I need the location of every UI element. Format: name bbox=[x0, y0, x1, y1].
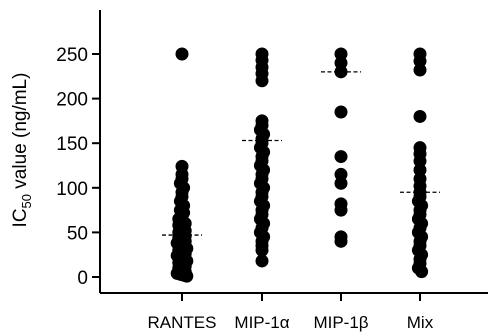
y-axis-label: IC50 value (ng/mL) bbox=[10, 73, 34, 228]
data-point bbox=[334, 47, 348, 61]
data-point bbox=[334, 176, 348, 190]
y-tick-label: 0 bbox=[77, 268, 88, 289]
x-category-label: MIP-1β bbox=[313, 313, 368, 332]
data-point bbox=[255, 243, 269, 257]
data-point bbox=[415, 265, 429, 279]
data-point bbox=[334, 105, 348, 119]
data-point bbox=[175, 47, 189, 61]
data-point bbox=[413, 163, 427, 177]
data-point bbox=[334, 167, 348, 181]
y-ticks: 0 50 100 150 200 250 bbox=[56, 45, 100, 289]
x-category-label: RANTES bbox=[148, 313, 217, 332]
y-tick-label: 100 bbox=[56, 179, 88, 200]
data-point bbox=[255, 254, 269, 268]
y-tick-label: 150 bbox=[56, 134, 88, 155]
median-lines bbox=[162, 71, 440, 236]
data-point bbox=[334, 56, 348, 70]
x-category-label: Mix bbox=[407, 313, 434, 332]
data-point bbox=[413, 154, 427, 168]
data-points bbox=[170, 47, 429, 283]
x-categories: RANTES MIP-1α MIP-1β Mix bbox=[148, 293, 434, 332]
y-tick-label: 200 bbox=[56, 90, 88, 111]
data-point bbox=[413, 63, 427, 77]
y-tick-label: 250 bbox=[56, 45, 88, 66]
axes bbox=[99, 10, 488, 294]
data-point bbox=[334, 234, 348, 248]
data-point bbox=[413, 54, 427, 68]
y-tick-label: 50 bbox=[67, 223, 88, 244]
data-point bbox=[334, 150, 348, 164]
data-point bbox=[255, 74, 269, 88]
data-point bbox=[180, 269, 194, 283]
data-point bbox=[334, 203, 348, 217]
data-point bbox=[413, 109, 427, 123]
x-category-label: MIP-1α bbox=[234, 313, 289, 332]
